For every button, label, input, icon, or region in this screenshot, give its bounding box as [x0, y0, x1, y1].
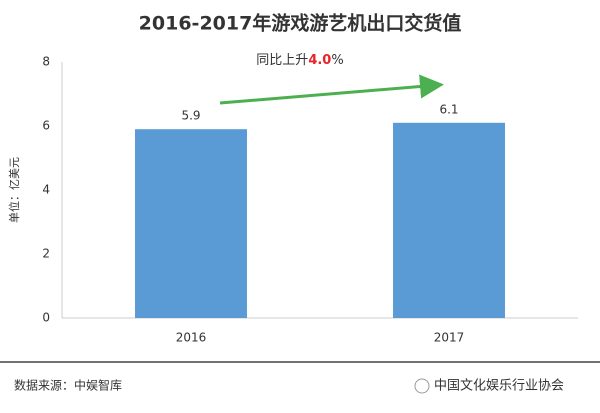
source: 数据来源：中娱智库 [14, 378, 122, 393]
x-tick-label: 2017 [434, 331, 465, 345]
watermark-icon [414, 378, 430, 394]
trend-arrow [219, 74, 444, 105]
value-label: 6.1 [439, 102, 458, 116]
annotation-suffix: % [331, 53, 343, 68]
annotation: 同比上升4.0% [256, 53, 343, 68]
value-label: 5.9 [181, 109, 200, 123]
y-tick-label: 8 [42, 55, 50, 69]
bar [393, 122, 505, 318]
chart-title: 2016-2017年游戏游艺机出口交货值 [139, 12, 462, 35]
y-tick-label: 6 [42, 119, 50, 133]
annotation-prefix: 同比上升 [256, 53, 308, 68]
y-axis-label: 单位：亿美元 [7, 157, 21, 223]
y-tick-label: 0 [42, 311, 50, 325]
watermark: 中国文化娱乐行业协会 [434, 379, 564, 394]
bar [135, 129, 247, 318]
y-tick-label: 4 [42, 183, 50, 197]
annotation-highlight: 4.0 [308, 53, 331, 68]
x-tick-label: 2016 [176, 331, 207, 345]
y-tick-label: 2 [42, 247, 50, 261]
